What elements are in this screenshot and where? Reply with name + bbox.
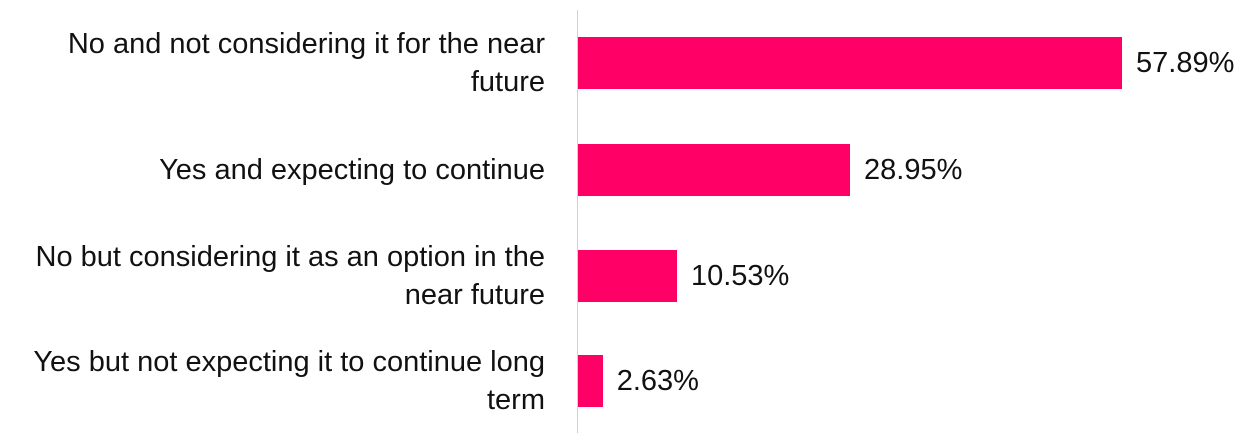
bar — [578, 355, 603, 407]
bar — [578, 144, 851, 196]
category-label: No and not considering it for the near f… — [67, 28, 545, 98]
data-label: 57.89% — [1136, 47, 1235, 79]
bar — [578, 250, 677, 302]
category-label: No but considering it as an option in th… — [35, 241, 545, 311]
data-label: 10.53% — [690, 260, 790, 292]
category-axis — [577, 10, 578, 433]
category-label: Yes and expecting to continue — [159, 154, 545, 186]
category-label: Yes but not expecting it to continue lon… — [33, 346, 545, 416]
data-label: 2.63% — [616, 365, 699, 397]
bar — [578, 37, 1122, 89]
data-label: 28.95% — [864, 154, 963, 186]
